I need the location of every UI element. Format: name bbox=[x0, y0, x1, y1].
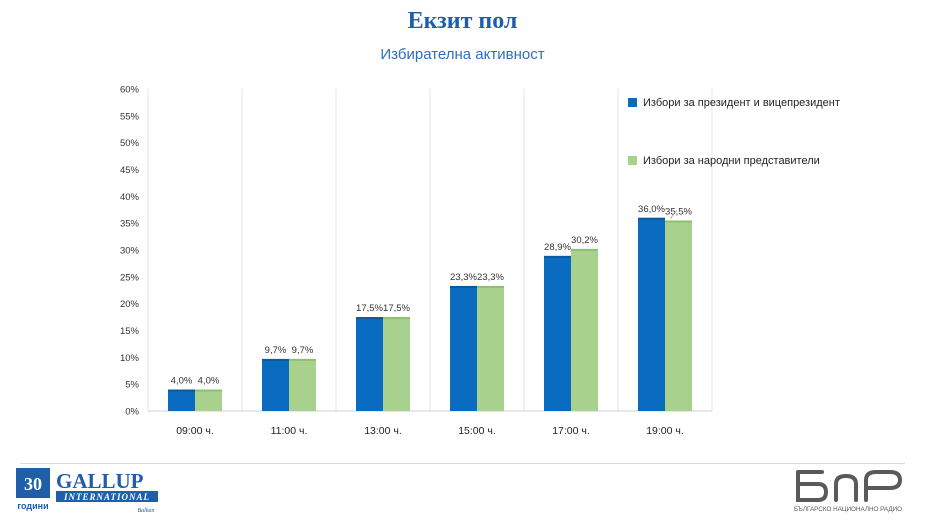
bnr-logo-mark bbox=[796, 470, 903, 502]
bar-top-edge bbox=[665, 220, 692, 223]
bar bbox=[665, 220, 692, 411]
bnr-logo: БЪЛГАРСКО НАЦИОНАЛНО РАДИО bbox=[794, 470, 903, 513]
data-label: 30,2% bbox=[571, 235, 598, 246]
turnout-bar-chart: 0% 5% 10% 15% 20% 25% 30% 35% 40% 45% 50% 55% 60% 4,0… bbox=[120, 85, 840, 438]
bar-top-edge bbox=[383, 317, 410, 320]
bar-top-edge bbox=[195, 389, 222, 392]
data-label: 17,5% bbox=[383, 303, 410, 314]
data-label: 9,7% bbox=[265, 345, 287, 356]
data-label: 17,5% bbox=[356, 303, 383, 314]
legend-label: Избори за народни представители bbox=[643, 155, 820, 167]
y-tick-label: 40% bbox=[120, 192, 140, 203]
gallup-band bbox=[56, 491, 158, 502]
bar bbox=[195, 389, 222, 411]
legend-swatch bbox=[628, 156, 637, 165]
x-tick-label: 19:00 ч. bbox=[646, 425, 684, 437]
y-tick-label: 15% bbox=[120, 326, 140, 337]
data-label: 4,0% bbox=[198, 376, 220, 387]
footer-divider bbox=[20, 463, 905, 464]
x-tick-label: 11:00 ч. bbox=[271, 425, 308, 437]
bar bbox=[168, 389, 195, 411]
data-label: 9,7% bbox=[292, 345, 314, 356]
y-tick-label: 60% bbox=[120, 85, 140, 96]
y-tick-label: 10% bbox=[120, 353, 140, 364]
data-label: 4,0% bbox=[171, 376, 193, 387]
y-tick-label: 30% bbox=[120, 246, 140, 257]
bar-top-edge bbox=[356, 317, 383, 320]
y-tick-label: 35% bbox=[120, 219, 140, 230]
gallup-years-word: години bbox=[17, 501, 48, 511]
x-tick-label: 09:00 ч. bbox=[176, 425, 214, 437]
bar bbox=[544, 255, 571, 411]
gallup-brand-band: INTERNATIONAL bbox=[63, 492, 150, 502]
chart-title: Екзит пол bbox=[407, 8, 518, 34]
data-label: 36,0% bbox=[638, 204, 665, 215]
bar-top-edge bbox=[289, 358, 316, 361]
gallup-brand-top: GALLUP bbox=[56, 469, 144, 493]
gallup-years-box bbox=[16, 468, 50, 498]
gallup-brand-region: Balkan bbox=[138, 508, 155, 514]
x-tick-label: 15:00 ч. bbox=[458, 425, 496, 437]
bar-top-edge bbox=[544, 255, 571, 258]
bar-top-edge bbox=[638, 217, 665, 220]
y-tick-label: 5% bbox=[125, 380, 139, 391]
legend-label: Избори за президент и вицепрезидент bbox=[643, 97, 840, 109]
data-label: 23,3% bbox=[450, 272, 477, 283]
x-tick-label: 17:00 ч. bbox=[552, 425, 590, 437]
gallup-international-logo: 30 години GALLUP INTERNATIONAL Balkan bbox=[16, 468, 158, 514]
y-tick-label: 55% bbox=[120, 111, 140, 122]
data-label: 35,5% bbox=[665, 206, 692, 217]
bar-top-edge bbox=[571, 248, 598, 251]
data-label: 23,3% bbox=[477, 272, 504, 283]
bar-top-edge bbox=[477, 285, 504, 288]
y-tick-label: 25% bbox=[120, 272, 140, 283]
y-tick-label: 45% bbox=[120, 165, 140, 176]
bar-top-edge bbox=[168, 389, 195, 392]
data-label-leader bbox=[670, 210, 677, 219]
bar bbox=[450, 285, 477, 411]
y-tick-label: 50% bbox=[120, 138, 140, 149]
gallup-years-number: 30 bbox=[24, 474, 42, 494]
bar bbox=[383, 317, 410, 411]
data-label: 28,9% bbox=[544, 242, 571, 253]
bar-top-edge bbox=[262, 358, 289, 361]
y-tick-label: 0% bbox=[125, 407, 139, 418]
bar-top-edge bbox=[450, 285, 477, 288]
bar bbox=[638, 217, 665, 411]
bar bbox=[262, 358, 289, 411]
bar bbox=[477, 285, 504, 411]
bar bbox=[356, 317, 383, 411]
bnr-tagline: БЪЛГАРСКО НАЦИОНАЛНО РАДИО bbox=[794, 506, 902, 513]
bar bbox=[289, 358, 316, 411]
x-tick-label: 13:00 ч. bbox=[364, 425, 402, 437]
y-tick-label: 20% bbox=[120, 299, 140, 310]
chart-subtitle: Избирателна активност bbox=[380, 46, 545, 63]
legend-swatch bbox=[628, 98, 637, 107]
bar bbox=[571, 248, 598, 411]
